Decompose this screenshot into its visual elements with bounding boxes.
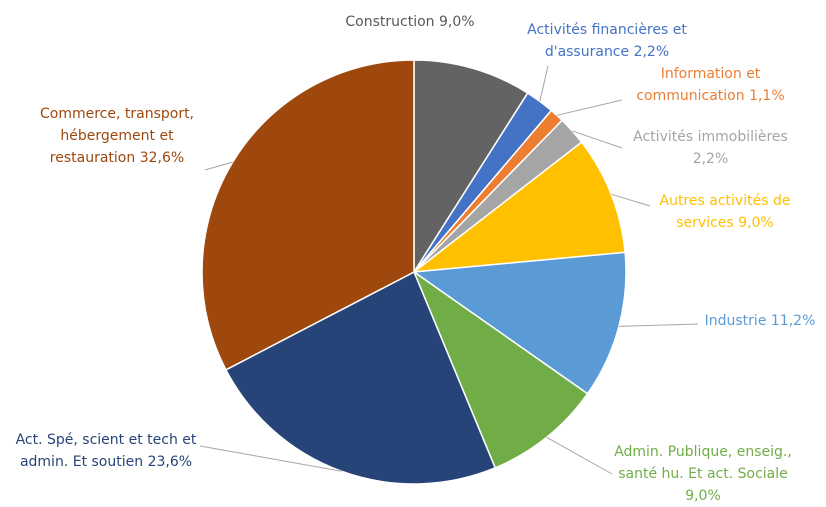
- leader-line: [611, 193, 651, 207]
- slice-label: Activités immobilières 2,2%: [618, 126, 803, 170]
- leader-line: [199, 445, 342, 472]
- category-name: Commerce, transport, hébergement et rest…: [39, 106, 195, 166]
- slice-label: Activités financières et d'assurance 2,2…: [512, 19, 702, 63]
- value-label: 9,0%: [685, 488, 721, 504]
- leader-line: [546, 436, 613, 475]
- pie-slice: [411, 251, 627, 395]
- category-name: Construction: [345, 14, 435, 30]
- value-label: 11,2%: [770, 313, 816, 329]
- category-name: Act. Spé, scient et tech et admin. Et so…: [15, 432, 197, 470]
- category-name: Information et communication: [636, 66, 761, 104]
- value-label: 9,0%: [439, 14, 475, 30]
- category-name: Activités financières et d'assurance: [527, 22, 687, 60]
- value-label: 9,0%: [738, 215, 774, 231]
- value-label: 2,2%: [633, 44, 670, 60]
- value-label: 23,6%: [147, 454, 193, 470]
- slice-label: Admin. Publique, enseig., santé hu. Et a…: [605, 441, 801, 507]
- value-label: 2,2%: [692, 151, 729, 167]
- slice-label: Information et communication 1,1%: [618, 63, 803, 107]
- leader-line: [556, 99, 623, 116]
- value-label: 32,6%: [139, 150, 185, 166]
- pie-slice: [411, 141, 626, 273]
- slice-label: Construction 9,0%: [330, 11, 490, 33]
- category-name: Admin. Publique, enseig., santé hu. Et a…: [614, 444, 792, 482]
- leader-line: [539, 65, 549, 102]
- slice-label: Act. Spé, scient et tech et admin. Et so…: [6, 429, 206, 473]
- slice-label: Autres activités de services 9,0%: [640, 190, 810, 234]
- category-name: Activités immobilières: [633, 129, 788, 145]
- category-name: Industrie: [704, 313, 767, 329]
- slice-label: Commerce, transport, hébergement et rest…: [22, 103, 212, 169]
- leader-line: [204, 161, 233, 171]
- pie-slice: [413, 59, 529, 275]
- leader-line: [618, 323, 699, 327]
- category-name: Autres activités de services: [659, 193, 791, 231]
- value-label: 1,1%: [749, 88, 785, 104]
- slice-label: Industrie 11,2%: [695, 310, 825, 332]
- leader-line: [572, 130, 623, 149]
